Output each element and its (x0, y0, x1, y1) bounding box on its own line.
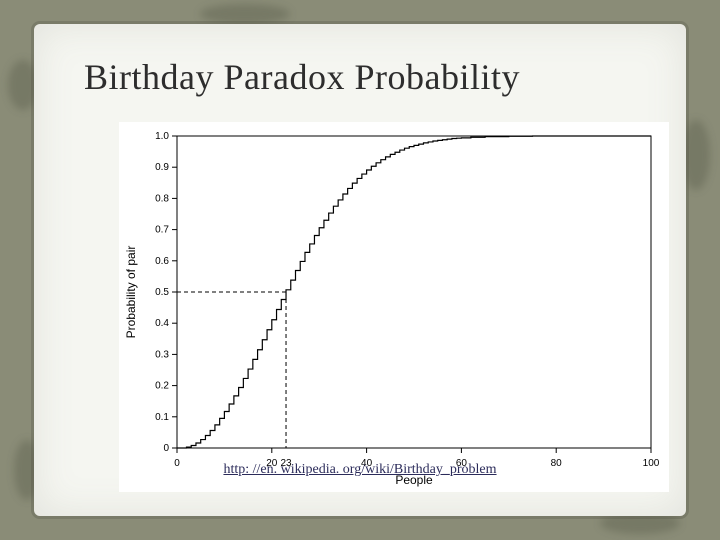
svg-text:0.9: 0.9 (155, 162, 169, 173)
svg-text:0: 0 (163, 443, 169, 454)
birthday-chart: 00.10.20.30.40.50.60.70.80.91.0020406080… (119, 122, 669, 492)
content-frame: Birthday Paradox Probability 0 0.1 0.2 0.3 0… (34, 24, 686, 516)
svg-text:Probability of pair: Probability of pair (124, 246, 138, 339)
decor-splotch (682, 120, 710, 190)
svg-text:0.6: 0.6 (155, 256, 169, 267)
svg-text:0.2: 0.2 (155, 381, 169, 392)
svg-text:0.5: 0.5 (155, 287, 169, 298)
slide-title: Birthday Paradox Probability (84, 56, 520, 98)
decor-splotch (200, 4, 290, 24)
svg-text:0.1: 0.1 (155, 412, 169, 423)
svg-text:1.0: 1.0 (155, 131, 169, 142)
citation-link[interactable]: http: //en. wikipedia. org/wiki/Birthday… (34, 462, 686, 478)
svg-text:0.7: 0.7 (155, 225, 169, 236)
slide: Birthday Paradox Probability 0 0.1 0.2 0.3 0… (0, 0, 720, 540)
svg-text:0.4: 0.4 (155, 318, 169, 329)
svg-text:0.3: 0.3 (155, 349, 169, 360)
chart-svg: 00.10.20.30.40.50.60.70.80.91.0020406080… (119, 122, 669, 492)
svg-text:0.8: 0.8 (155, 193, 169, 204)
